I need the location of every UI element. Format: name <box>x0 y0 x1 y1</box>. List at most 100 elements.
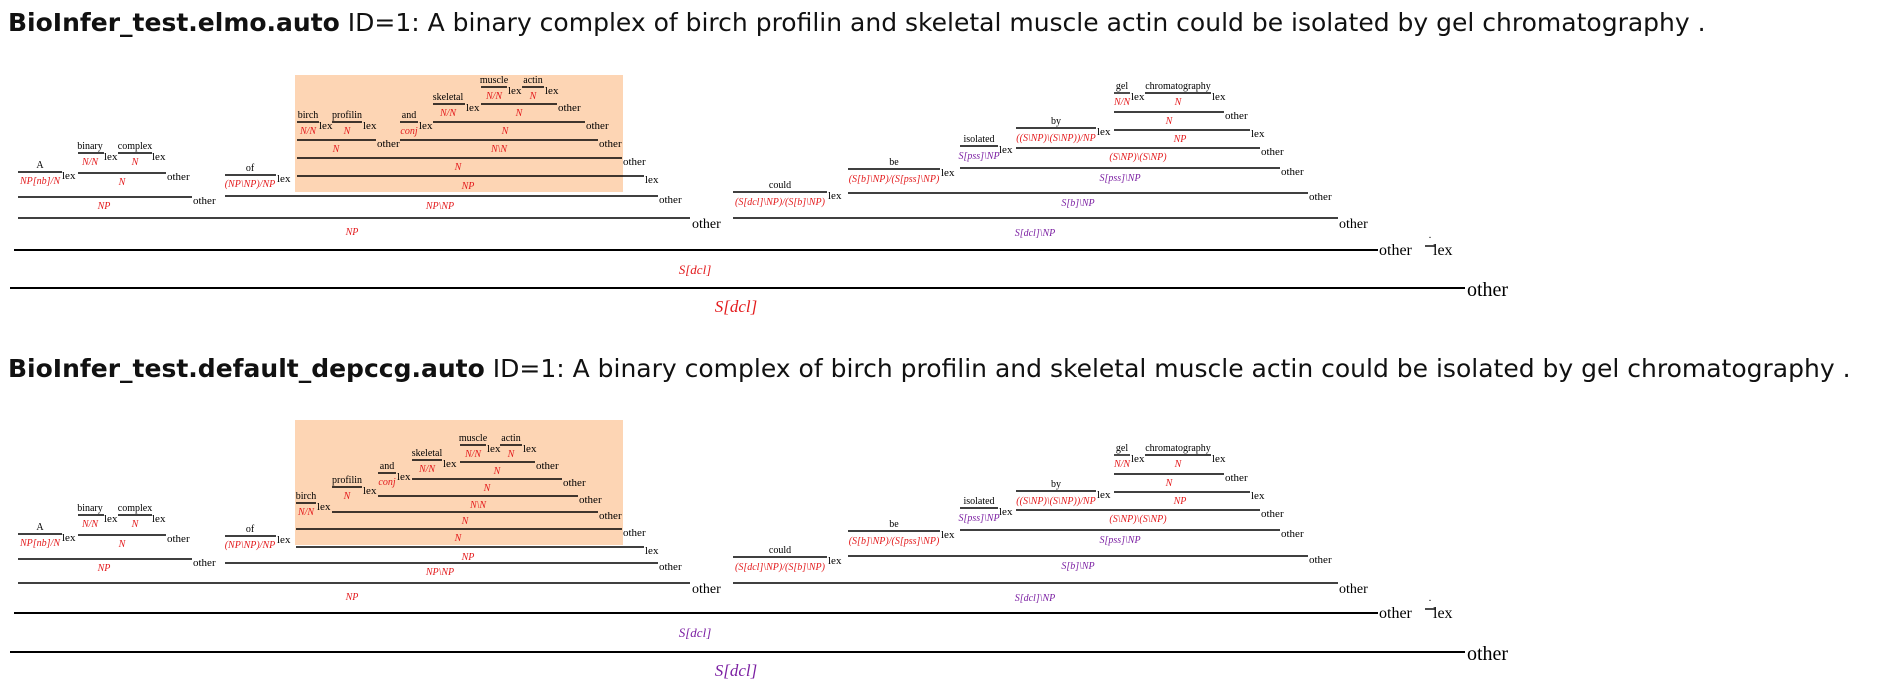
cat-skeletal-muscle-actin: N <box>501 126 510 137</box>
rule-label: other <box>586 120 609 132</box>
word-a: A <box>36 160 44 171</box>
cat-muscle: N/N <box>485 91 503 102</box>
cat-birch: N/N <box>297 507 315 518</box>
cat-be: (S[b]\NP)/(S[pss]\NP) <box>849 536 940 547</box>
rule-label: lex <box>363 485 377 497</box>
word-of: of <box>246 163 255 174</box>
cat-be-vp: S[b]\NP <box>1061 198 1094 209</box>
cat-gel: N/N <box>1113 97 1131 108</box>
cat-a: NP[nb]/N <box>19 176 61 187</box>
rule-label: lex <box>363 120 377 132</box>
word-skeletal: skeletal <box>433 92 464 103</box>
rule-label: lex <box>487 443 501 455</box>
cat-of: (NP\NP)/NP <box>225 179 276 190</box>
rule-label: other <box>193 557 216 569</box>
rule-label: other <box>1225 472 1248 484</box>
cat-of-pp: NP\NP <box>425 201 454 212</box>
word-could: could <box>769 180 791 191</box>
cat-muscle-actin: N <box>493 466 502 477</box>
rule-label: other <box>579 494 602 506</box>
cat-of: (NP\NP)/NP <box>225 540 276 551</box>
cat-conj-n: N\N <box>469 500 487 511</box>
cat-chromatography: N <box>1174 459 1183 470</box>
rule-label: lex <box>828 190 842 202</box>
rule-label: lex <box>645 545 659 557</box>
cat-conj-np: NP <box>461 552 475 563</box>
rule-label: other <box>1309 191 1332 203</box>
rule-label: other <box>1261 146 1284 158</box>
cat-s-top: S[dcl] <box>715 661 758 680</box>
cat-binary: N/N <box>81 157 99 168</box>
word-and: and <box>380 461 394 472</box>
rule-label: lex <box>645 174 659 186</box>
word-muscle: muscle <box>480 75 509 86</box>
rule-label: lex <box>828 555 842 567</box>
cat-skeletal: N/N <box>439 108 457 119</box>
word-be: be <box>889 519 899 530</box>
word-could: could <box>769 545 791 556</box>
rule-label: other <box>1467 279 1508 301</box>
cat-and: conj <box>378 477 395 488</box>
rule-label: lex <box>545 85 559 97</box>
word-period: . <box>1429 593 1432 604</box>
rule-label: lex <box>508 85 522 97</box>
cat-birch: N/N <box>299 126 317 137</box>
rule-label: lex <box>1097 126 1111 138</box>
rule-label: other <box>1339 217 1368 232</box>
word-a: A <box>36 522 44 533</box>
derivation-title-2: BioInfer_test.default_depccg.auto ID=1: … <box>8 354 1851 383</box>
cat-big-np: NP <box>345 227 359 238</box>
sentence-text: ID=1: A binary complex of birch profilin… <box>339 8 1706 37</box>
word-birch: birch <box>298 110 319 121</box>
derivation-title-1: BioInfer_test.elmo.auto ID=1: A binary c… <box>8 8 1706 37</box>
word-period: . <box>1429 230 1432 241</box>
rule-label: other <box>659 194 682 206</box>
cat-big-np: NP <box>345 592 359 603</box>
rule-label: other <box>536 460 559 472</box>
rule-label: lex <box>999 144 1013 156</box>
cat-by-pp: (S\NP)\(S\NP) <box>1109 514 1167 525</box>
rule-label: other <box>1467 643 1508 665</box>
rule-label: lex <box>1251 490 1265 502</box>
rule-label: other <box>1261 508 1284 520</box>
cat-could: (S[dcl]\NP)/(S[b]\NP) <box>735 197 826 208</box>
cat-a-np: NP <box>97 201 111 212</box>
cat-gel-chrom: N <box>1165 116 1174 127</box>
rule-label: other <box>623 527 646 539</box>
ccg-derivation-2: A NP[nb]/N lex binary N/N lex complex N … <box>10 420 1508 680</box>
word-muscle: muscle <box>459 433 488 444</box>
cat-profilin-conj: N <box>461 516 470 527</box>
rule-label: other <box>623 156 646 168</box>
sentence-text: ID=1: A binary complex of birch profilin… <box>484 354 1851 383</box>
cat-gel: N/N <box>1113 459 1131 470</box>
dataset-name: BioInfer_test.default_depccg.auto <box>8 354 485 383</box>
rule-label: lex <box>104 151 118 163</box>
rule-label: other <box>563 477 586 489</box>
rule-label: lex <box>62 170 76 182</box>
cat-gel-np: NP <box>1173 496 1187 507</box>
cat-and: conj <box>400 126 417 137</box>
word-by: by <box>1051 116 1061 127</box>
rule-label: other <box>377 138 400 150</box>
cat-a-np: NP <box>97 563 111 574</box>
cat-isolated: S[pss]\NP <box>958 513 999 524</box>
rule-label: other <box>659 561 682 573</box>
cat-s-dcl: S[dcl] <box>679 625 712 640</box>
word-chromatography: chromatography <box>1145 81 1211 92</box>
rule-label: lex <box>443 458 457 470</box>
word-complex: complex <box>118 503 152 514</box>
cat-by: ((S\NP)\(S\NP))/NP <box>1016 133 1095 144</box>
rule-label: other <box>692 217 721 232</box>
cat-profilin: N <box>343 491 352 502</box>
word-actin: actin <box>501 433 520 444</box>
word-gel: gel <box>1116 81 1128 92</box>
rule-label: lex <box>1131 453 1145 465</box>
word-by: by <box>1051 479 1061 490</box>
cat-actin: N <box>529 91 538 102</box>
rule-label: other <box>599 510 622 522</box>
cat-isolated: S[pss]\NP <box>958 151 999 162</box>
word-chromatography: chromatography <box>1145 443 1211 454</box>
cat-muscle-actin: N <box>515 108 524 119</box>
rule-label: lex <box>1097 489 1111 501</box>
cat-conj-np: NP <box>461 181 475 192</box>
